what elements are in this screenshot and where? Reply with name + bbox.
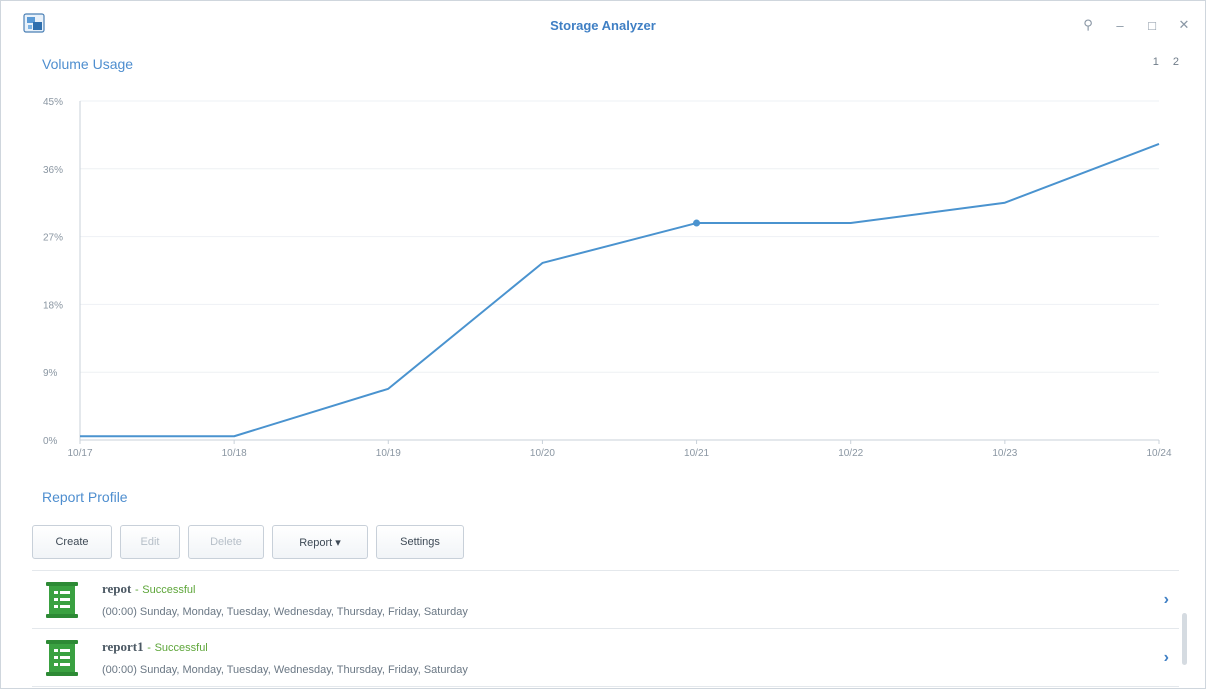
pin-icon[interactable]: ⚲ <box>1083 17 1093 32</box>
y-tick-label: 9% <box>43 368 58 379</box>
x-tick-label: 10/17 <box>67 448 92 459</box>
window-title: Storage Analyzer <box>550 18 656 33</box>
y-tick-label: 27% <box>43 233 63 244</box>
status-separator: - <box>135 584 139 596</box>
x-tick-label: 10/19 <box>376 448 401 459</box>
storage-analyzer-app-icon <box>23 13 45 33</box>
x-tick-label: 10/20 <box>530 448 555 459</box>
toolbar-divider <box>32 570 1179 571</box>
report-profile-title: Report Profile <box>42 489 128 505</box>
report-name: report1 <box>102 639 144 654</box>
close-icon[interactable]: ✕ <box>1178 17 1190 32</box>
report-name: repot <box>102 581 132 596</box>
page-2-link[interactable]: 2 <box>1172 56 1179 68</box>
list-item[interactable]: report1 - Successful (00:00) Sunday, Mon… <box>32 629 1179 687</box>
list-item[interactable]: repot - Successful (00:00) Sunday, Monda… <box>32 571 1179 629</box>
report-dropdown-button[interactable]: Report ▾ <box>272 525 368 559</box>
list-scrollbar[interactable] <box>1182 613 1187 665</box>
report-toolbar: Create Edit Delete Report ▾ Settings <box>32 525 464 559</box>
chart-pager: 1 2 <box>1153 56 1179 68</box>
x-tick-label: 10/23 <box>992 448 1017 459</box>
volume-usage-title: Volume Usage <box>42 56 134 72</box>
report-list: repot - Successful (00:00) Sunday, Monda… <box>32 571 1179 688</box>
x-tick-label: 10/18 <box>222 448 247 459</box>
page-1-link[interactable]: 1 <box>1152 56 1159 68</box>
chevron-right-icon[interactable]: › <box>1163 649 1169 666</box>
report-document-icon <box>46 640 78 676</box>
chevron-right-icon[interactable]: › <box>1163 591 1169 608</box>
y-tick-label: 45% <box>43 97 63 108</box>
x-tick-label: 10/24 <box>1146 448 1171 459</box>
report-title-line: report1 - Successful <box>102 639 208 655</box>
data-point <box>693 219 701 227</box>
window-controls: ⚲ – □ ✕ <box>1079 15 1193 35</box>
report-schedule: (00:00) Sunday, Monday, Tuesday, Wednesd… <box>102 664 468 676</box>
maximize-icon[interactable]: □ <box>1148 17 1156 33</box>
report-title-line: repot - Successful <box>102 581 196 597</box>
y-tick-label: 36% <box>43 165 63 176</box>
x-tick-label: 10/21 <box>684 448 709 459</box>
x-tick-label: 10/22 <box>838 448 863 459</box>
usage-line <box>80 143 1160 438</box>
report-schedule: (00:00) Sunday, Monday, Tuesday, Wednesd… <box>102 606 468 618</box>
status-text: Successful <box>142 584 196 596</box>
minimize-icon[interactable]: – <box>1116 17 1124 33</box>
edit-button[interactable]: Edit <box>120 525 180 559</box>
title-bar[interactable]: Storage Analyzer ⚲ – □ ✕ <box>1 1 1205 45</box>
status-text: Successful <box>154 642 208 654</box>
settings-button[interactable]: Settings <box>376 525 464 559</box>
report-document-icon <box>46 582 78 618</box>
y-tick-label: 0% <box>43 436 58 447</box>
status-separator: - <box>147 642 151 654</box>
y-tick-label: 18% <box>43 300 63 311</box>
create-button[interactable]: Create <box>32 525 112 559</box>
delete-button[interactable]: Delete <box>188 525 264 559</box>
volume-usage-chart: 0% 9% 18% 27% 36% 45% 10/17 10/18 10/19 10/20 10/2… <box>43 97 1172 459</box>
